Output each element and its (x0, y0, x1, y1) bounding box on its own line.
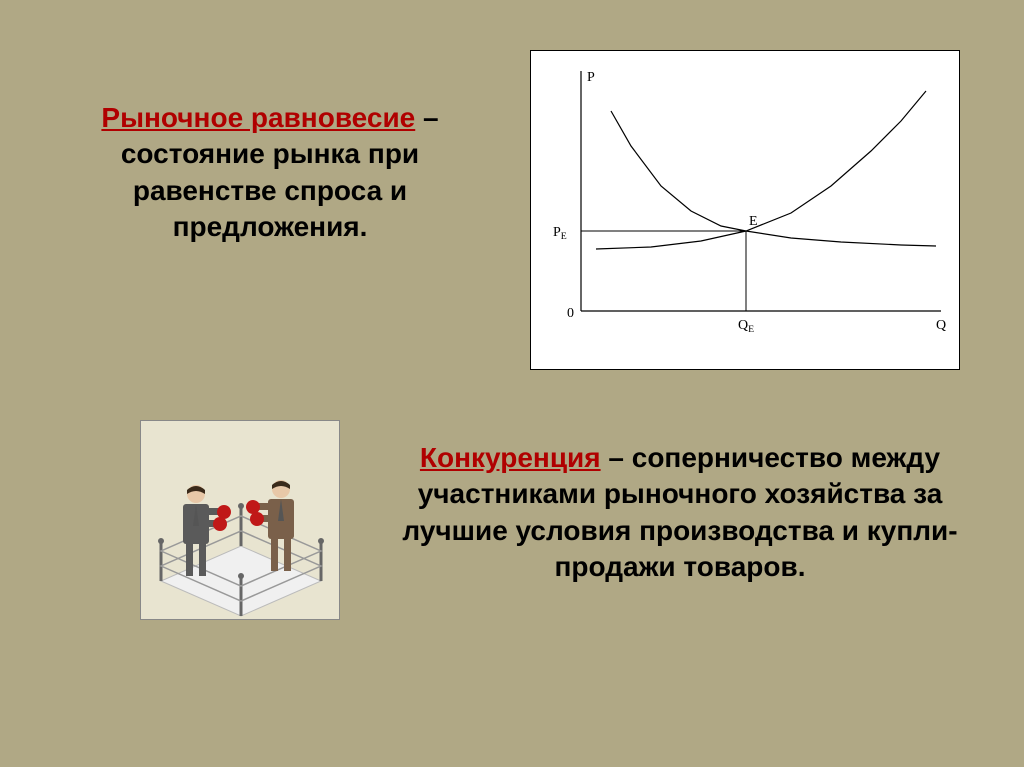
boxing-ring-illustration (140, 420, 340, 620)
svg-text:QE: QE (738, 318, 754, 335)
term-1: Рыночное равновесие (101, 102, 415, 133)
term-2: Конкуренция (420, 442, 601, 473)
definition-competition: Конкуренция – соперничество между участн… (380, 440, 980, 586)
definition-market-equilibrium: Рыночное равновесие – состояние рынка пр… (65, 100, 475, 246)
svg-text:Q: Q (936, 318, 946, 333)
svg-text:0: 0 (567, 306, 574, 321)
supply-demand-chart: P Q 0 E PE QE (530, 50, 960, 370)
svg-text:PE: PE (553, 225, 567, 242)
svg-text:P: P (587, 70, 595, 85)
svg-text:E: E (749, 214, 758, 229)
